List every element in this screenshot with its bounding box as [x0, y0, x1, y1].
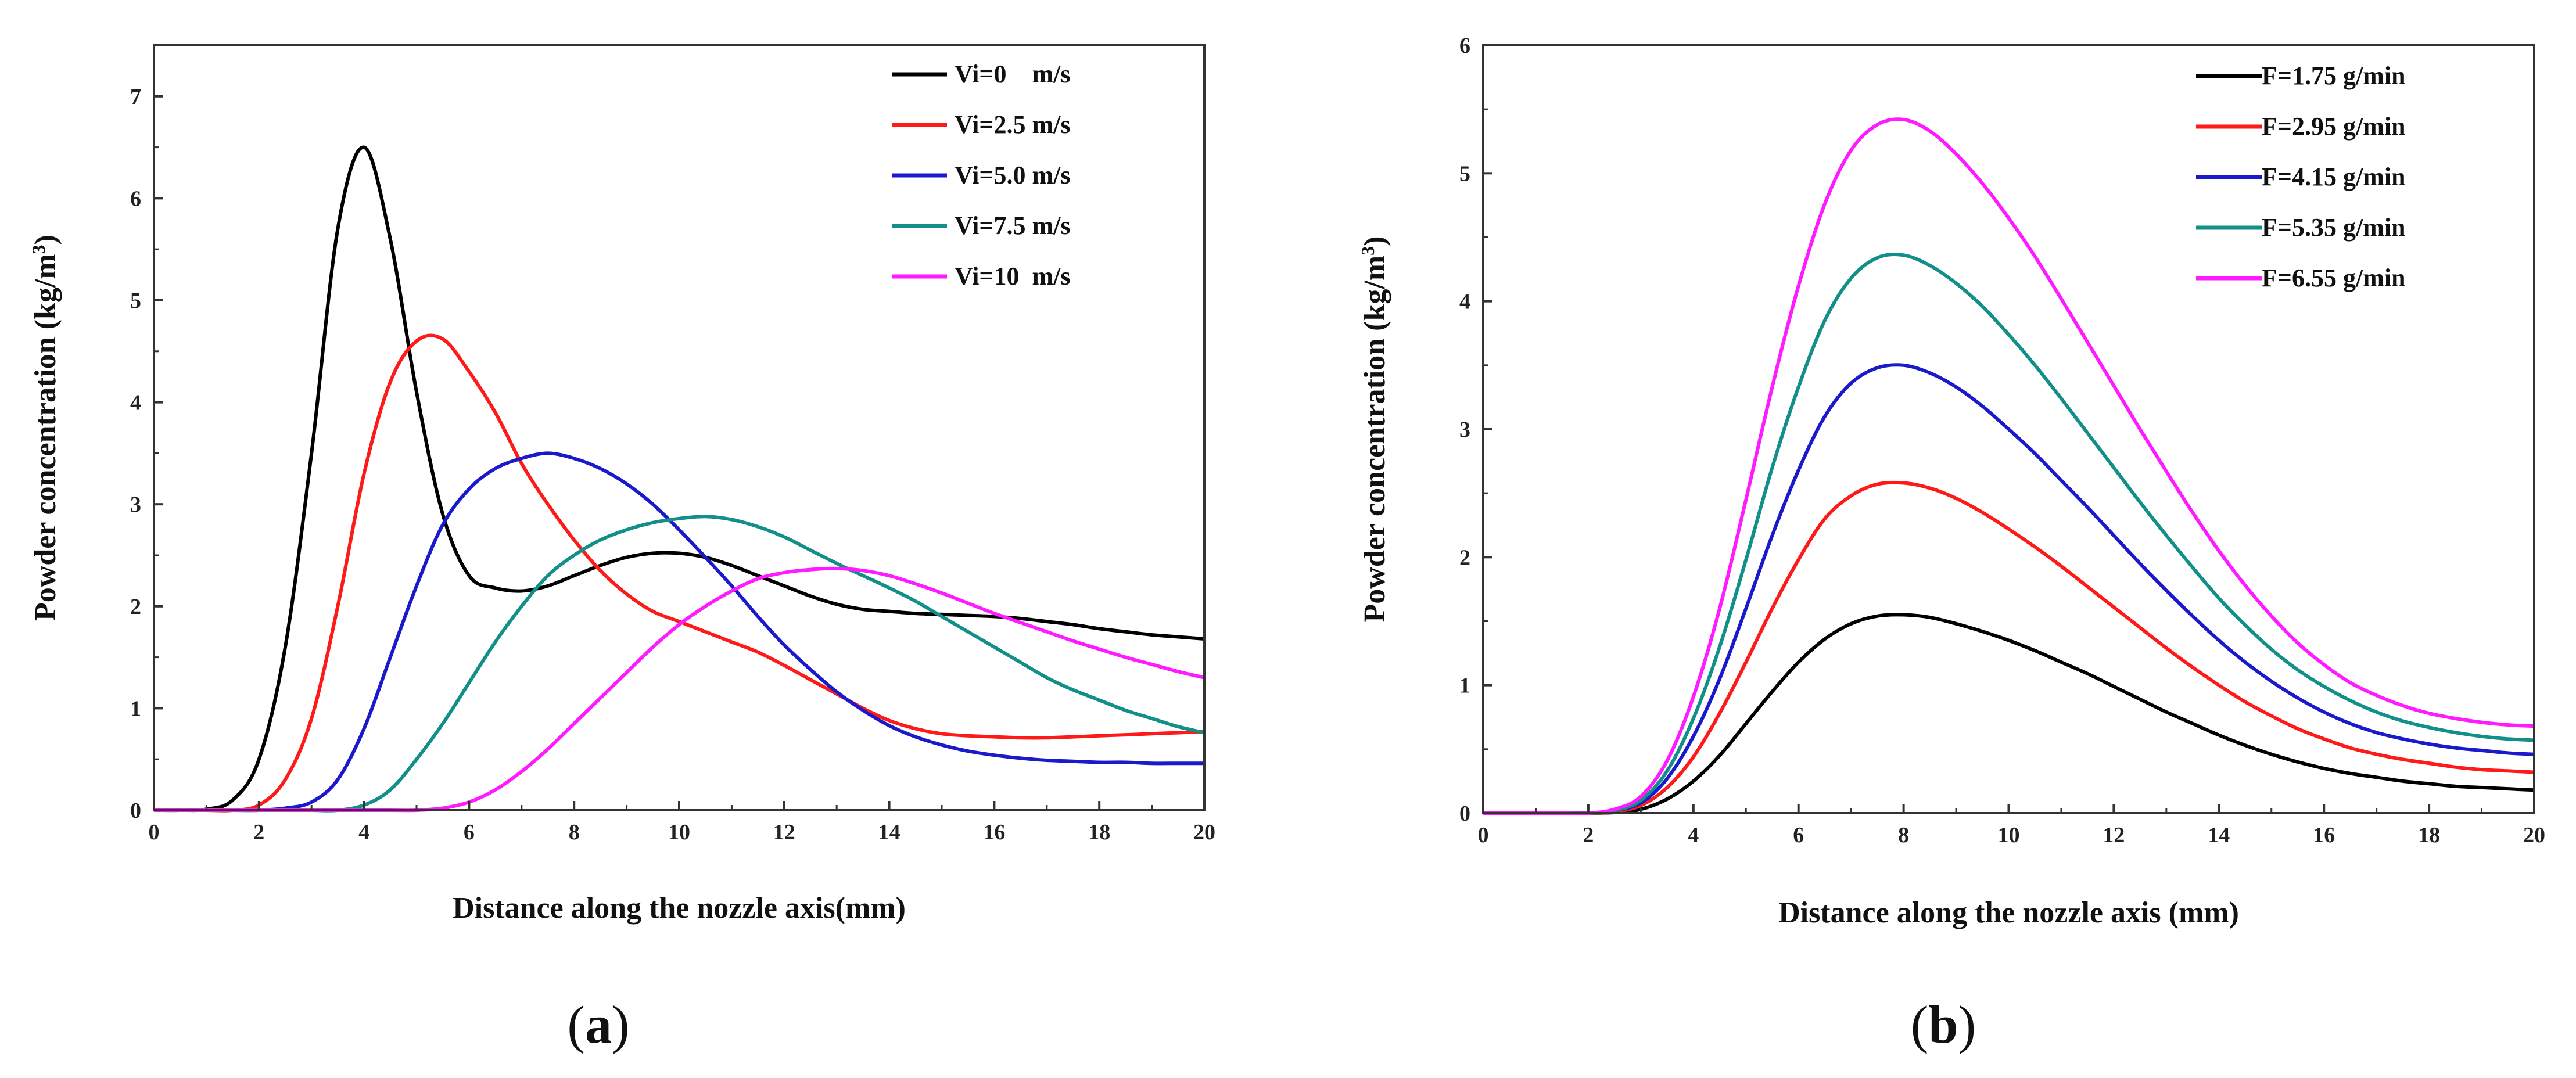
legend-label-a-1: Vi=0 m/s: [955, 60, 1070, 88]
series-line-a-4: [154, 515, 1205, 813]
series-layer-a: [153, 145, 1205, 813]
x-tick-label: 18: [2418, 823, 2440, 847]
y-axis-title-b-sup: 3: [1357, 246, 1378, 256]
x-axis-title-a: Distance along the nozzle axis(mm): [453, 892, 906, 925]
series-line-b-1: [1483, 613, 2535, 815]
legend-label-a-3: Vi=5.0 m/s: [955, 161, 1070, 189]
y-axis-title-a-main: Powder concentration (kg/m: [29, 254, 62, 621]
x-tick-label: 6: [1793, 823, 1804, 847]
y-tick-label: 5: [1459, 161, 1470, 186]
series-line-b-4: [1483, 252, 2535, 815]
y-tick-label: 0: [130, 799, 141, 823]
x-tick-label: 2: [253, 820, 264, 845]
x-tick-label: 4: [358, 820, 369, 845]
y-tick-label: 2: [130, 595, 141, 619]
x-tick-label: 0: [1478, 823, 1489, 847]
series-layer-b: [1483, 117, 2535, 815]
x-tick-label: 20: [2523, 823, 2545, 847]
y-axis-title-a-close: ): [29, 235, 62, 245]
plot-frame-a: [153, 44, 1206, 811]
y-tick-label: 4: [130, 391, 141, 415]
y-tick-label: 6: [130, 186, 141, 211]
x-tick-label: 2: [1583, 823, 1594, 847]
y-tick-label: 1: [1459, 674, 1470, 698]
legend-a: Vi=0 m/s Vi=2.5 m/s Vi=5.0 m/s Vi=7.5 m/s Vi…: [892, 60, 1070, 290]
series-line-b-2: [1483, 480, 2535, 815]
panel-label-b-letter: b: [1928, 995, 1958, 1054]
y-tick-label: 7: [130, 85, 141, 109]
legend-label-b-3: F=4.15 g/min: [2262, 163, 2406, 191]
legend-label-a-4: Vi=7.5 m/s: [955, 211, 1070, 240]
panel-label-b: (b): [1911, 995, 1976, 1054]
legend-b: F=1.75 g/min F=2.95 g/min F=4.15 g/min F=5.…: [2196, 62, 2406, 292]
panel-label-a: (a): [567, 995, 629, 1054]
y-axis-title-b: Powder concentration (kg/m3): [1357, 236, 1391, 623]
x-tick-label: 16: [983, 820, 1005, 845]
legend-label-a-2: Vi=2.5 m/s: [955, 110, 1070, 139]
y-tick-label: 5: [130, 289, 141, 313]
x-tick-label: 10: [1998, 823, 2020, 847]
x-tick-label: 18: [1088, 820, 1110, 845]
x-tick-label: 8: [1898, 823, 1909, 847]
legend-label-b-1: F=1.75 g/min: [2262, 62, 2406, 90]
series-line-a-3: [154, 451, 1204, 813]
panel-label-a-letter: a: [585, 995, 612, 1054]
x-axis-title-b: Distance along the nozzle axis (mm): [1778, 896, 2239, 929]
y-axis-title-b-close: ): [1358, 236, 1391, 246]
x-tick-label: 14: [2208, 823, 2230, 847]
legend-label-a-5: Vi=10 m/s: [955, 262, 1070, 290]
y-tick-label: 3: [1459, 418, 1470, 442]
y-tick-label: 4: [1459, 290, 1470, 314]
series-line-a-2: [154, 333, 1205, 813]
x-tick-label: 10: [668, 820, 690, 845]
series-line-b-3: [1483, 363, 2535, 815]
legend-label-b-2: F=2.95 g/min: [2262, 112, 2406, 141]
x-tick-label: 20: [1193, 820, 1215, 845]
y-axis-title-a: Powder concentration (kg/m3): [28, 235, 62, 621]
x-tick-label: 0: [149, 820, 160, 845]
series-line-b-5: [1483, 117, 2535, 815]
x-tick-label: 14: [878, 820, 900, 845]
y-tick-label: 6: [1459, 34, 1470, 58]
series-line-a-5: [154, 566, 1205, 813]
y-axis-title-b-main: Powder concentration (kg/m: [1358, 256, 1391, 623]
series-line-a-1: [153, 145, 1205, 813]
legend-label-b-5: F=6.55 g/min: [2262, 264, 2406, 292]
x-tick-label: 12: [773, 820, 795, 845]
y-tick-label: 1: [130, 696, 141, 721]
x-tick-label: 12: [2103, 823, 2125, 847]
y-tick-label: 2: [1459, 545, 1470, 570]
y-axis-title-a-sup: 3: [28, 245, 49, 254]
legend-label-b-4: F=5.35 g/min: [2262, 213, 2406, 242]
x-tick-label: 6: [464, 820, 475, 845]
x-tick-label: 16: [2313, 823, 2335, 847]
y-tick-label: 0: [1459, 802, 1470, 826]
x-tick-label: 8: [569, 820, 580, 845]
x-tick-label: 4: [1688, 823, 1699, 847]
y-tick-label: 3: [130, 493, 141, 517]
